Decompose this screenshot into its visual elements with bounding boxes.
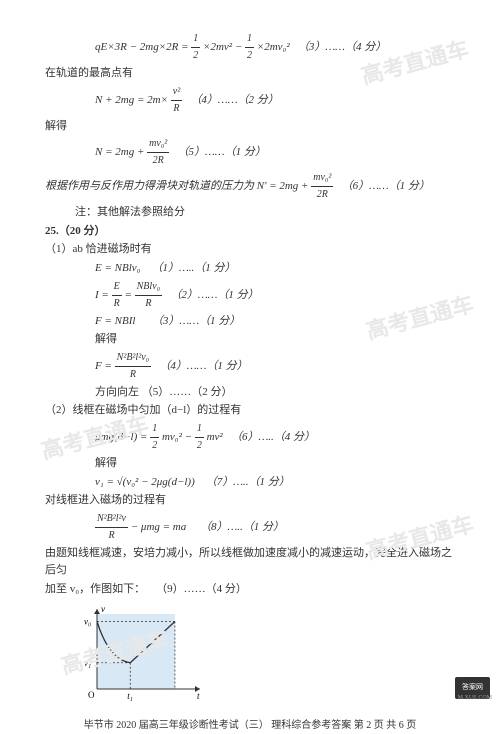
velocity-chart: v₀ v₁ Ot₁ t v — [75, 604, 455, 711]
equation-i: I = ER = NBlv₀R （2）……（1 分） — [45, 279, 455, 312]
text-line: 解得 — [45, 455, 455, 473]
equation-8: μmg(d−l) = 12 mv₀² − 12 mv² （6）…..（4 分） — [45, 421, 455, 454]
equation-4: N + 2mg = 2m× v²R （4）……（2 分） — [45, 84, 455, 117]
equation-6: 根据作用与反作用力得滑块对轨道的压力为 N' = 2mg + mv₀²2R （6… — [45, 170, 455, 203]
equation-9: v₁ = √(v₀² − 2μg(d−l)) （7）…..（1 分） — [45, 474, 455, 492]
direction-line: 方向向左 （5）……（2 分） — [45, 384, 455, 402]
text-line: 在轨道的最高点有 — [45, 65, 455, 83]
part-2: （2）线框在磁场中匀加（d−l）的过程有 — [45, 402, 455, 420]
svg-text:v₁: v₁ — [84, 657, 91, 667]
equation-5: N = 2mg + mv₀²2R （5）……（1 分） — [45, 136, 455, 169]
svg-text:O: O — [88, 690, 95, 700]
stamp-url: M.XUE.COM — [458, 694, 492, 704]
svg-text:t: t — [197, 691, 200, 701]
text-line: 加至 v₀，作图如下： （9）……（4 分） — [45, 581, 455, 599]
text-line: 解得 — [45, 118, 455, 136]
svg-text:v₀: v₀ — [84, 616, 91, 626]
text-line: 对线框进入磁场的过程有 — [45, 492, 455, 510]
equation-f2: F = N²B²l²v₀R （4）……（1 分） — [45, 350, 455, 383]
question-25-header: 25.（20 分） — [45, 223, 455, 241]
svg-text:v: v — [101, 604, 105, 614]
note-line: 注：其他解法参照给分 — [45, 204, 455, 222]
equation-3: qE×3R − 2mg×2R = 12 ×2mv² − 12 ×2mv₀² （3… — [45, 31, 455, 64]
part-1: （1）ab 恰进磁场时有 — [45, 241, 455, 259]
svg-text:t₁: t₁ — [127, 691, 133, 701]
equation-10: N²B²l²vR − μmg = ma （8）…..（1 分） — [45, 511, 455, 544]
text-line: 由题知线框减速，安培力减小，所以线框做加速度减小的减速运动，完全进入磁场之后匀 — [45, 545, 455, 580]
equation-e: E = NBlv₀ （1）…..（1 分） — [45, 260, 455, 278]
page-footer: 毕节市 2020 届高三年级诊断性考试（三） 理科综合参考答案 第 2 页 共 … — [45, 718, 455, 734]
text-line: 解得 — [45, 331, 455, 349]
equation-f: F = NBIl （3）……（1 分） — [45, 313, 455, 331]
